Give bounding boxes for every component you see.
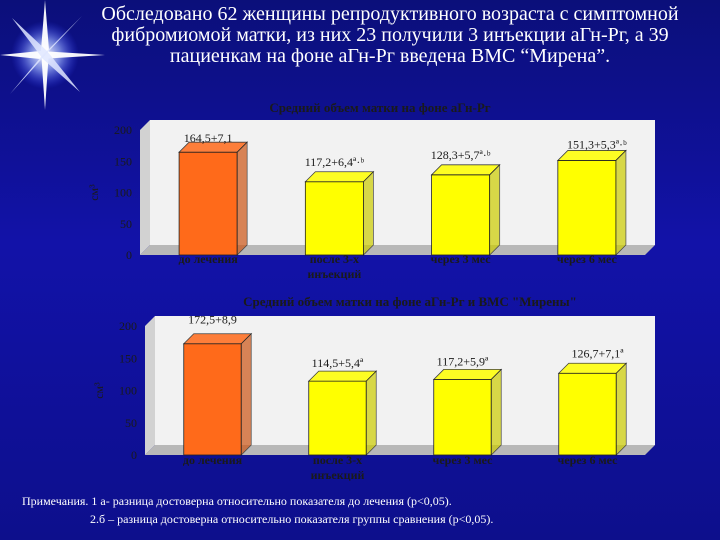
bar: [556, 149, 627, 256]
bar-top: [557, 362, 628, 374]
chart-title: Средний объем матки на фоне аГн-Рг: [269, 100, 490, 115]
bar: [178, 141, 249, 256]
bar-front: [178, 151, 238, 256]
bar-top: [556, 150, 627, 161]
bar-top: [182, 333, 253, 345]
slide-title: Обследовано 62 женщины репродуктивного в…: [101, 3, 679, 67]
data-label: 114,5+5,4ª: [312, 356, 364, 370]
plot-floor: [140, 245, 655, 255]
category-label: после 3-х инъекций: [307, 252, 361, 281]
category-label: через 3 мес: [433, 453, 494, 467]
y-tick-label: 100: [114, 186, 132, 200]
bar-side: [240, 332, 252, 456]
plot-side-wall: [140, 120, 150, 255]
bar-side: [490, 368, 502, 456]
bar: [432, 368, 503, 456]
chart-title: Средний объем матки на фоне аГн-Рг и ВМС…: [243, 294, 577, 309]
bar-front: [558, 372, 617, 456]
plot-area: [150, 120, 655, 245]
y-axis-label: см³: [92, 382, 106, 399]
bar-top: [432, 369, 503, 380]
footnote-line-1: Примечания. 1 а- разница достоверна отно…: [22, 494, 452, 508]
bar: [430, 163, 501, 256]
data-label: 126,7+7,1ª: [571, 346, 624, 360]
bar: [307, 370, 378, 456]
y-tick-label: 50: [125, 416, 137, 430]
y-tick-label: 0: [131, 448, 137, 462]
category-label: через 6 мес: [557, 252, 618, 266]
bar-side: [615, 362, 627, 456]
y-tick-label: 200: [114, 123, 132, 137]
y-tick-label: 150: [114, 154, 132, 168]
bar-side: [363, 170, 374, 256]
bar: [304, 170, 375, 256]
chart-uterine-volume-agnrh: Средний объем матки на фоне аГн-Рг 0 50 100…: [87, 100, 655, 281]
bar-top: [307, 370, 378, 382]
bar-front: [557, 160, 617, 256]
chart-uterine-volume-agnrh-mirena: Средний объем матки на фоне аГн-Рг и ВМС…: [92, 294, 655, 482]
y-tick-label: 150: [119, 351, 137, 365]
bar: [182, 332, 253, 456]
plot-floor: [145, 445, 655, 455]
footnote: Примечания. 1 а- разница достоверна отно…: [22, 492, 712, 528]
data-label: 128,3+5,7ª·ᵇ: [431, 148, 491, 162]
bar-front: [183, 343, 242, 456]
data-label: 151,3+5,3ª·ᵇ: [567, 137, 627, 151]
category-label: через 6 мес: [558, 453, 619, 467]
y-axis-label: см³: [87, 184, 101, 201]
data-label: 117,2+6,4ª·ᵇ: [305, 155, 365, 169]
starburst-decoration: [0, 0, 105, 110]
bar-front: [308, 380, 367, 456]
bar-front: [304, 181, 364, 256]
bar-front: [433, 379, 492, 456]
bar-side: [489, 163, 501, 256]
bar-side: [615, 149, 627, 256]
y-tick-label: 50: [120, 217, 132, 231]
bar-top: [430, 164, 501, 176]
bar-top: [304, 171, 375, 183]
bar-front: [431, 174, 491, 256]
bar: [557, 362, 628, 456]
footnote-line-2: 2.б – разница достоверна относительно по…: [90, 512, 494, 526]
category-label: через 3 мес: [431, 252, 492, 266]
plot-area: [155, 316, 655, 445]
category-label: после 3-х инъекций: [311, 453, 365, 482]
bar-side: [365, 370, 377, 456]
data-label: 117,2+5,9ª: [437, 354, 489, 368]
plot-side-wall: [145, 316, 155, 455]
y-tick-label: 100: [119, 384, 137, 398]
bar-side: [236, 141, 248, 256]
category-label: до лечения: [183, 453, 243, 467]
data-label: 172,5+8,9: [188, 313, 237, 327]
y-tick-label: 0: [126, 248, 132, 262]
y-tick-label: 200: [119, 319, 137, 333]
category-label: до лечения: [179, 252, 239, 266]
data-label: 164,5+7,1: [184, 131, 233, 145]
